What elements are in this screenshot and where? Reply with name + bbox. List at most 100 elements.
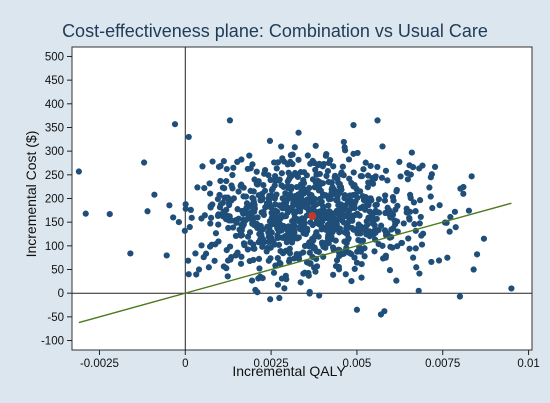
data-point [354,230,361,237]
data-point [351,265,358,272]
y-tick-label: 100 [45,241,64,253]
data-point [367,162,374,170]
data-point [209,158,216,165]
scatter-points [75,117,515,318]
data-point [325,178,332,186]
data-point [222,194,229,201]
data-point [336,216,344,223]
data-point [283,239,290,246]
data-point [256,265,263,272]
data-point [353,306,361,313]
data-point [241,242,248,249]
data-point [295,129,302,136]
data-point [207,220,214,227]
data-point [309,221,316,229]
data-point [335,202,342,209]
data-point [451,208,459,215]
data-point [397,173,404,180]
data-point [245,203,252,210]
data-point [237,232,245,239]
data-point [226,201,233,209]
data-point [232,232,240,240]
data-point [217,177,224,185]
data-point [182,205,189,212]
data-point [405,235,412,242]
data-point [205,264,212,271]
data-point [289,151,296,158]
data-point [285,194,292,201]
data-point [241,217,248,224]
data-point [345,156,353,163]
data-point [396,158,403,165]
y-tick-label: 50 [51,265,64,277]
data-point [353,259,361,266]
data-point [354,194,361,201]
data-point [400,220,407,227]
data-point [386,267,394,274]
data-point [278,275,286,282]
data-point [428,258,435,266]
data-point [360,166,367,173]
data-point [224,273,231,280]
data-point [393,188,400,195]
data-point [242,193,250,200]
data-point [368,179,375,186]
data-point [413,264,420,271]
data-point [387,243,394,250]
data-point [394,243,401,250]
data-point [279,195,286,202]
data-point [416,270,423,277]
data-point [336,225,344,232]
data-point [317,213,324,220]
data-point [364,221,371,228]
data-point [356,212,363,219]
data-point [220,208,227,215]
data-point [323,150,330,158]
data-point [238,156,245,163]
data-point [227,256,234,263]
data-point [198,242,205,249]
data-point [384,177,391,184]
y-tick-label: 500 [45,51,64,63]
data-point [315,248,322,255]
data-point [266,218,273,225]
data-point [273,165,280,172]
data-point [260,181,267,189]
data-point [374,117,381,124]
data-point [316,292,323,299]
x-axis-label: Incremental QALY [232,363,346,379]
data-point [291,193,299,200]
data-point [393,277,400,284]
x-tick-label: 0.0025 [254,358,289,370]
data-point [371,248,378,255]
data-point [320,160,327,168]
data-point [166,202,173,209]
data-point [436,202,443,209]
data-point [331,173,338,181]
data-point [244,246,251,253]
data-point [359,193,366,200]
data-point [342,271,349,278]
data-point [319,180,326,187]
data-point [332,262,340,270]
data-point [193,271,200,278]
x-tick-label: 0.0075 [425,358,460,370]
data-point [230,224,237,231]
data-point [362,203,369,210]
data-point [457,185,464,192]
data-point [206,243,214,250]
data-point [258,231,265,238]
data-point [212,241,219,248]
data-point [220,158,227,165]
data-point [223,247,230,254]
data-point [295,255,303,262]
data-point [287,207,294,214]
x-tick-label: 0.005 [343,358,372,370]
data-point [300,249,307,256]
data-point [347,198,354,205]
data-point [332,237,339,244]
data-point [480,235,488,242]
data-point [319,240,326,248]
data-point [170,214,177,221]
